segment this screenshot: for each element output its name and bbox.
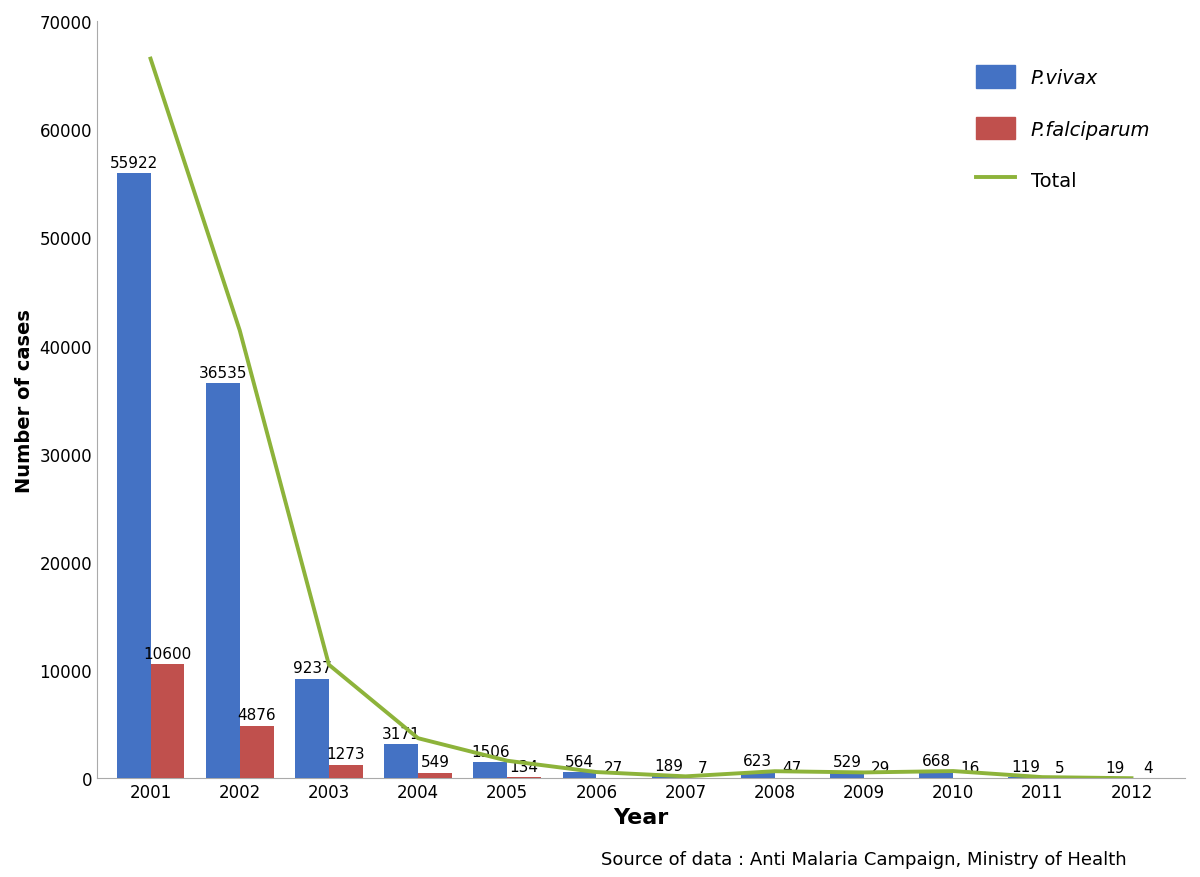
Text: 47: 47 <box>782 759 802 774</box>
Text: 9237: 9237 <box>293 660 331 675</box>
Bar <box>150 664 185 779</box>
Text: 529: 529 <box>833 754 862 770</box>
Text: 564: 564 <box>565 754 594 769</box>
Text: 10600: 10600 <box>143 645 192 660</box>
Text: 1506: 1506 <box>470 744 510 759</box>
Text: 1273: 1273 <box>326 746 365 761</box>
Text: 5: 5 <box>1055 760 1064 775</box>
Bar <box>329 765 362 779</box>
Text: 119: 119 <box>1010 759 1040 774</box>
Bar <box>473 762 508 779</box>
Bar <box>740 772 775 779</box>
Text: 668: 668 <box>922 753 950 768</box>
Text: 4: 4 <box>1144 760 1153 775</box>
Text: 3171: 3171 <box>382 726 420 741</box>
Bar <box>418 773 452 779</box>
X-axis label: Year: Year <box>613 807 668 827</box>
Legend: P.vivax, P.falciparum, Total: P.vivax, P.falciparum, Total <box>958 46 1170 211</box>
Bar <box>508 777 541 779</box>
Text: 16: 16 <box>960 760 979 775</box>
Text: 549: 549 <box>420 754 450 769</box>
Bar <box>1008 777 1043 779</box>
Bar <box>563 773 596 779</box>
Bar <box>240 726 274 779</box>
Bar <box>206 383 240 779</box>
Text: Source of data : Anti Malaria Campaign, Ministry of Health: Source of data : Anti Malaria Campaign, … <box>601 850 1127 868</box>
Y-axis label: Number of cases: Number of cases <box>16 309 34 492</box>
Bar <box>652 776 685 779</box>
Bar <box>116 175 150 779</box>
Text: 29: 29 <box>871 760 890 775</box>
Text: 19: 19 <box>1105 760 1124 775</box>
Text: 189: 189 <box>654 759 683 774</box>
Text: 623: 623 <box>743 753 773 768</box>
Text: 36535: 36535 <box>198 366 247 381</box>
Text: 55922: 55922 <box>109 156 157 171</box>
Bar <box>384 745 418 779</box>
Text: 27: 27 <box>604 760 623 775</box>
Text: 134: 134 <box>510 759 539 774</box>
Bar <box>830 773 864 779</box>
Text: 4876: 4876 <box>238 708 276 723</box>
Bar <box>295 679 329 779</box>
Bar <box>919 772 953 779</box>
Text: 7: 7 <box>697 760 707 775</box>
